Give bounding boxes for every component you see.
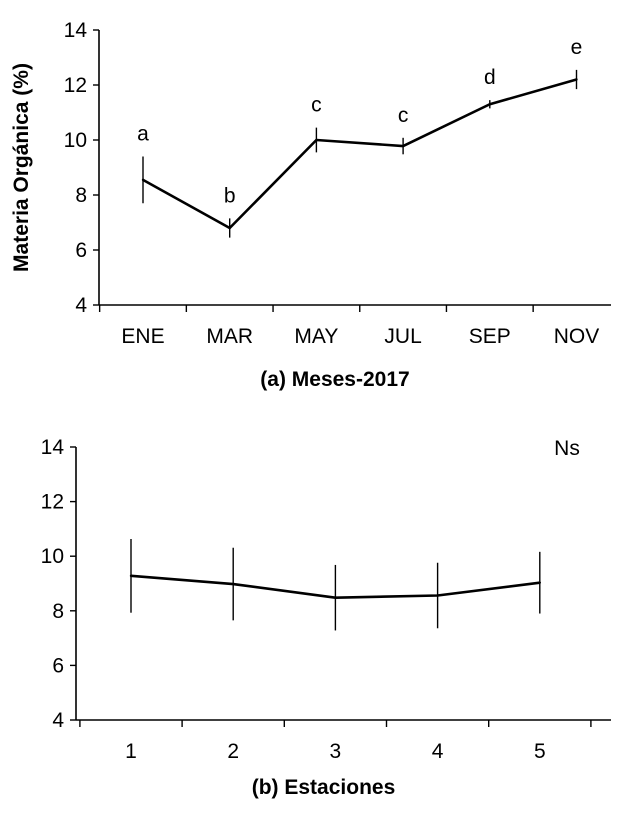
x-tick-label: NOV xyxy=(554,325,600,348)
data-point xyxy=(401,144,405,148)
y-tick-label: 4 xyxy=(75,294,87,317)
y-tick-label: 12 xyxy=(64,74,87,97)
x-tick-label: SEP xyxy=(469,325,511,348)
series-line xyxy=(142,78,577,230)
data-point xyxy=(228,226,231,230)
significance-letter: c xyxy=(398,104,409,127)
x-tick-label: 1 xyxy=(125,740,137,763)
data-point xyxy=(334,596,337,599)
x-axis-title: (b) Estaciones xyxy=(252,776,396,799)
y-tick-label: 10 xyxy=(64,129,87,152)
significance-annotation: Ns xyxy=(554,437,580,460)
x-tick-label: 2 xyxy=(227,740,239,763)
data-point xyxy=(232,582,235,586)
x-tick-label: MAR xyxy=(206,325,253,348)
y-tick-label: 8 xyxy=(75,184,87,207)
x-tick-label: 3 xyxy=(330,740,342,763)
x-axis-title: (a) Meses-2017 xyxy=(260,368,409,391)
data-point xyxy=(538,581,541,584)
y-tick-label: 4 xyxy=(52,709,64,732)
x-tick-label: ENE xyxy=(121,325,164,348)
y-tick-label: 12 xyxy=(41,491,64,514)
x-tick-label: MAY xyxy=(294,325,338,348)
x-tick-label: 5 xyxy=(534,740,546,763)
data-point xyxy=(315,138,318,142)
data-point xyxy=(129,574,133,578)
y-tick-label: 10 xyxy=(41,545,64,568)
data-point xyxy=(141,178,145,182)
chart-a: 4 6 8 10 12 14 ENE MAR MAY JUL SEP NOV a b c c d e (a) Mes… xyxy=(10,19,611,391)
y-tick-label: 8 xyxy=(52,600,64,623)
significance-letter: c xyxy=(311,94,322,117)
x-tick-label: JUL xyxy=(384,325,421,348)
data-point xyxy=(488,103,491,106)
data-point xyxy=(436,594,439,597)
data-point xyxy=(575,78,578,81)
y-tick-label: 6 xyxy=(52,654,64,677)
x-tick-label: 4 xyxy=(432,740,444,763)
significance-letter: b xyxy=(224,184,236,207)
significance-letter: e xyxy=(571,36,583,59)
significance-letter: d xyxy=(484,66,496,89)
y-axis-title: Materia Orgánica (%) xyxy=(10,63,33,272)
y-tick-label: 14 xyxy=(64,19,88,42)
y-tick-label: 14 xyxy=(41,436,65,459)
y-tick-label: 6 xyxy=(75,239,87,262)
significance-letter: a xyxy=(137,123,149,146)
